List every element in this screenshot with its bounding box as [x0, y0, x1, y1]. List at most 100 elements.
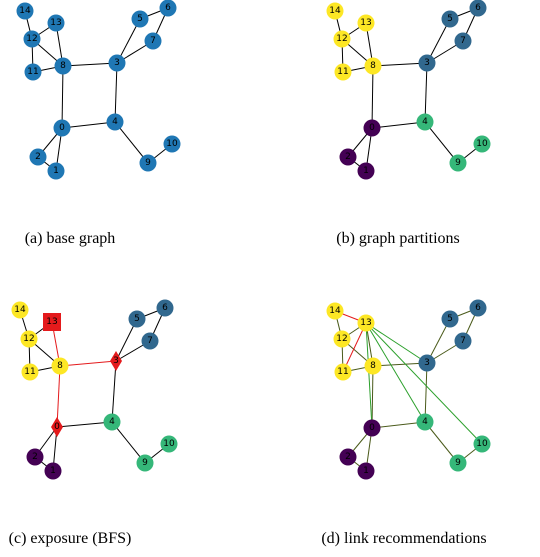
node-label: 14	[19, 6, 31, 16]
node-label: 4	[109, 417, 115, 427]
node-label: 6	[162, 303, 168, 313]
node-label: 10	[476, 139, 488, 149]
node	[29, 148, 47, 166]
node	[20, 330, 38, 348]
node-label: 4	[422, 417, 428, 427]
node	[141, 332, 159, 350]
edge	[56, 365, 61, 428]
node-label: 8	[57, 361, 63, 371]
node-label: 4	[112, 117, 118, 127]
node-label: 7	[147, 336, 153, 346]
node-label: 11	[27, 67, 38, 77]
node-label: 12	[336, 34, 347, 44]
node-label: 0	[369, 423, 375, 433]
node	[106, 113, 124, 131]
node	[364, 357, 382, 375]
node-label: 12	[23, 334, 34, 344]
node-label: 0	[54, 422, 60, 432]
node-label: 11	[24, 367, 35, 377]
node-label: 13	[360, 18, 371, 28]
edge	[371, 421, 426, 429]
node	[334, 363, 352, 381]
caption: (a) base graph	[25, 230, 116, 247]
node	[54, 57, 72, 75]
recommended-link	[365, 322, 428, 364]
caption: (d) link recommendations	[321, 530, 486, 547]
node-label: 5	[134, 314, 140, 324]
node	[363, 119, 381, 137]
node	[363, 419, 381, 437]
node	[357, 314, 375, 332]
node	[160, 435, 178, 453]
node-label: 10	[166, 139, 178, 149]
node	[418, 54, 436, 72]
edge	[424, 62, 428, 123]
node-label: 5	[447, 314, 453, 324]
edge	[372, 362, 428, 367]
node-label: 8	[370, 361, 376, 371]
edge	[61, 121, 116, 129]
node	[44, 462, 62, 480]
node-label: 14	[14, 305, 26, 315]
node	[333, 330, 351, 348]
node-exposed	[110, 351, 122, 371]
caption: (c) exposure (BFS)	[9, 530, 132, 547]
edge	[114, 121, 149, 164]
node-label: 10	[476, 439, 488, 449]
node-label: 12	[336, 334, 347, 344]
node-label: 14	[329, 6, 341, 16]
recommended-link	[365, 322, 426, 423]
edge	[424, 121, 459, 164]
caption: (b) graph partitions	[336, 230, 460, 247]
edge	[62, 62, 118, 67]
node-label: 7	[460, 336, 466, 346]
node	[364, 57, 382, 75]
node	[47, 14, 65, 32]
node-label: 2	[35, 152, 41, 162]
node	[326, 302, 344, 320]
node-label: 7	[150, 36, 156, 46]
edge	[371, 365, 374, 429]
node	[53, 119, 71, 137]
node-label: 1	[363, 166, 369, 176]
node	[128, 310, 146, 328]
node-label: 3	[424, 58, 430, 68]
node	[136, 454, 154, 472]
node	[416, 113, 434, 131]
node-label: 3	[424, 358, 430, 368]
node	[156, 299, 174, 317]
node-seed	[43, 313, 61, 331]
edge	[371, 121, 426, 129]
node	[473, 135, 491, 153]
node	[23, 30, 41, 48]
node-label: 8	[60, 61, 66, 71]
node	[357, 14, 375, 32]
node	[159, 0, 177, 17]
edge	[111, 360, 117, 423]
node-label: 1	[363, 466, 369, 476]
node	[473, 435, 491, 453]
node-label: 8	[370, 61, 376, 71]
node	[441, 310, 459, 328]
node	[108, 54, 126, 72]
node	[163, 135, 181, 153]
node-label: 2	[32, 452, 38, 462]
edge	[59, 360, 117, 367]
node-label: 11	[337, 67, 348, 77]
node	[441, 10, 459, 28]
node-label: 11	[337, 367, 348, 377]
node	[357, 462, 375, 480]
node	[339, 148, 357, 166]
edge	[114, 62, 118, 123]
edge	[61, 65, 64, 129]
node-label: 12	[26, 34, 37, 44]
node-label: 7	[460, 36, 466, 46]
node	[51, 357, 69, 375]
edge	[372, 62, 428, 67]
node-label: 9	[455, 458, 461, 468]
node-label: 6	[475, 3, 481, 13]
node-label: 13	[50, 18, 61, 28]
